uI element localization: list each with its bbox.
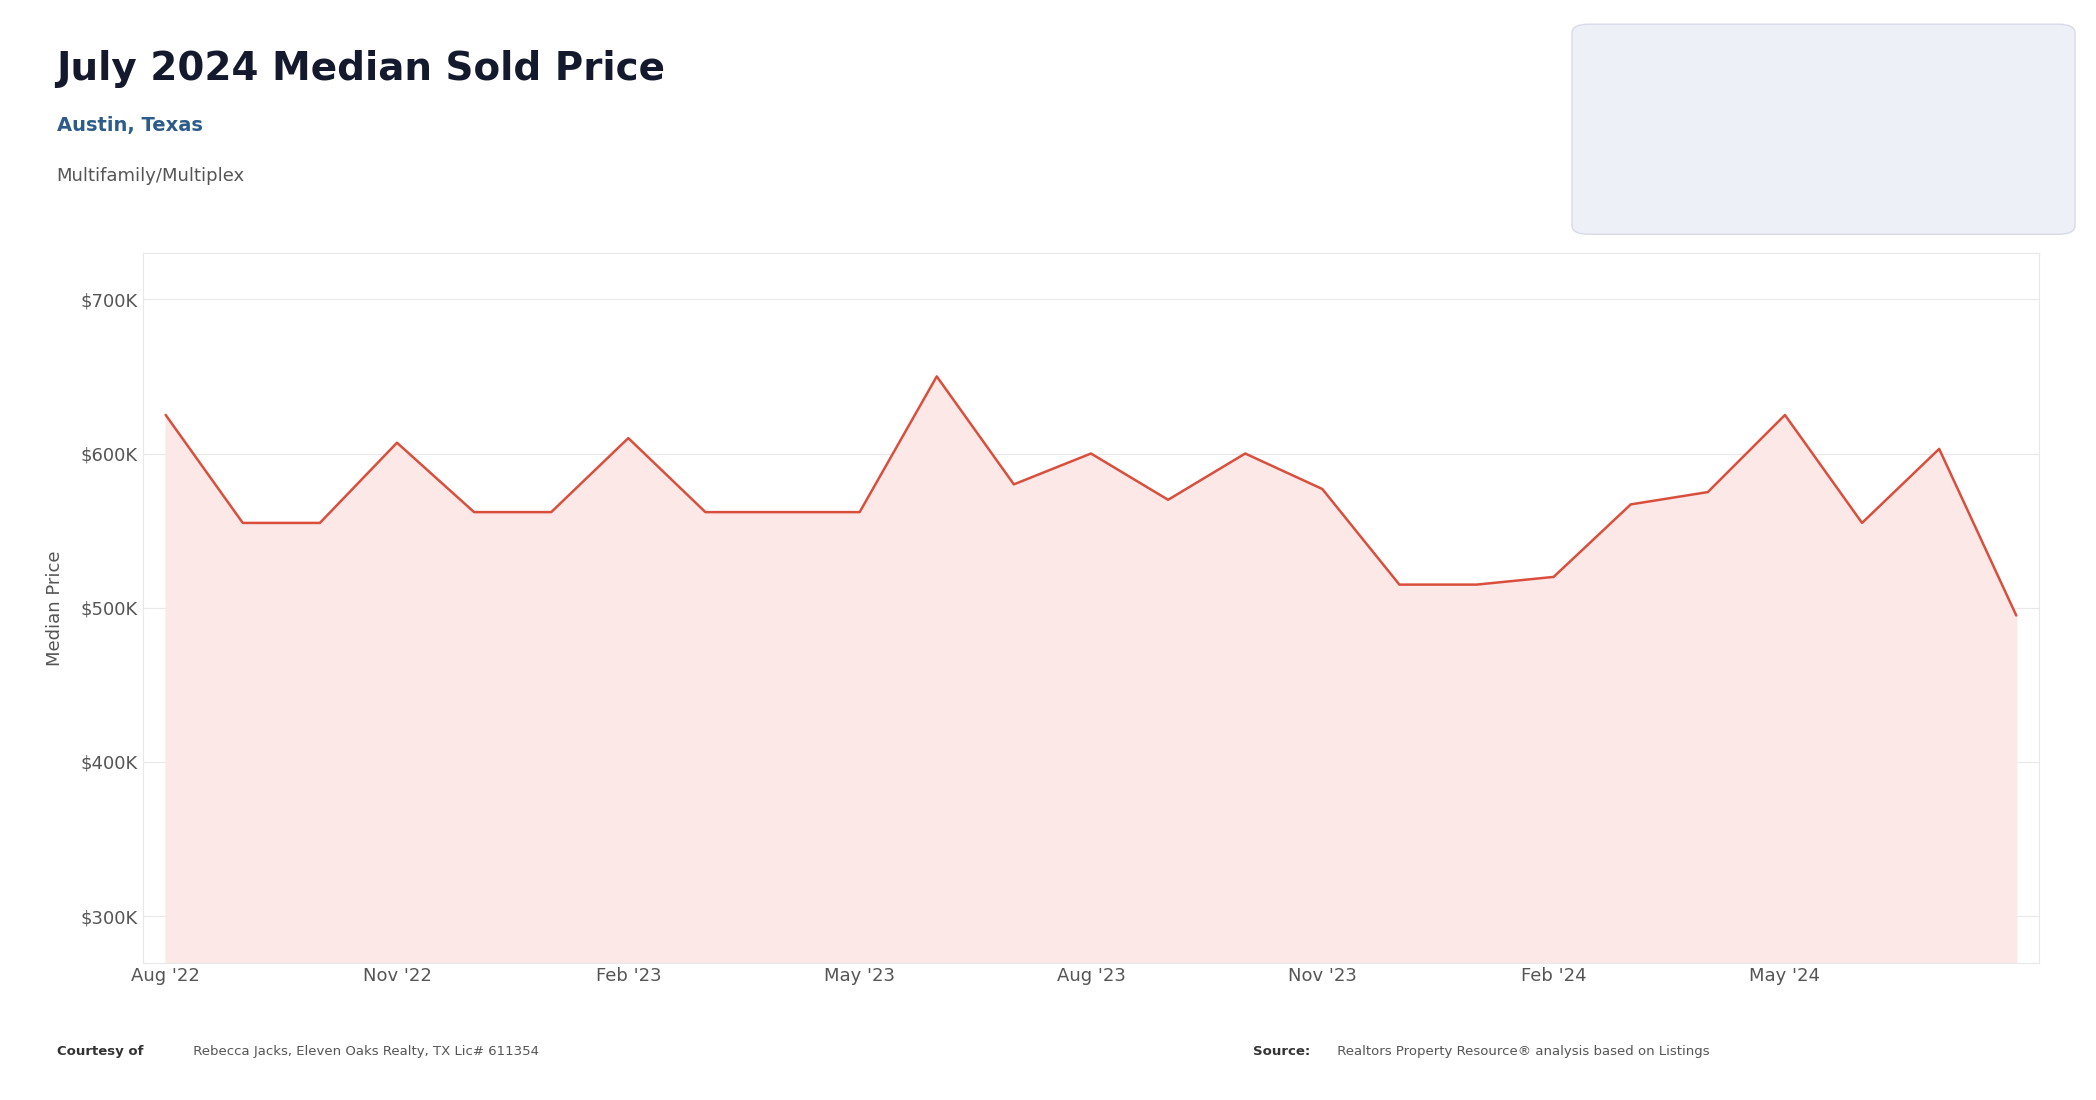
Text: July 2024 Median Sold Price: July 2024 Median Sold Price: [57, 50, 667, 88]
Y-axis label: Median Price: Median Price: [46, 550, 63, 666]
Text: Rebecca Jacks, Eleven Oaks Realty, TX Lic# 611354: Rebecca Jacks, Eleven Oaks Realty, TX Li…: [189, 1045, 539, 1058]
Text: ▼: ▼: [1624, 184, 1633, 197]
Text: Median Sold Price: Median Sold Price: [1616, 53, 1769, 68]
Text: Source:: Source:: [1253, 1045, 1310, 1058]
Text: $495,000: $495,000: [1616, 104, 1792, 138]
Text: Multifamily/Multiplex: Multifamily/Multiplex: [57, 167, 245, 185]
Text: Realtors Property Resource® analysis based on Listings: Realtors Property Resource® analysis bas…: [1333, 1045, 1710, 1058]
Text: 17.3% Month over Month: 17.3% Month over Month: [1668, 165, 1861, 180]
Text: Austin, Texas: Austin, Texas: [57, 116, 203, 134]
Circle shape: [1608, 170, 1650, 212]
Text: Courtesy of: Courtesy of: [57, 1045, 143, 1058]
